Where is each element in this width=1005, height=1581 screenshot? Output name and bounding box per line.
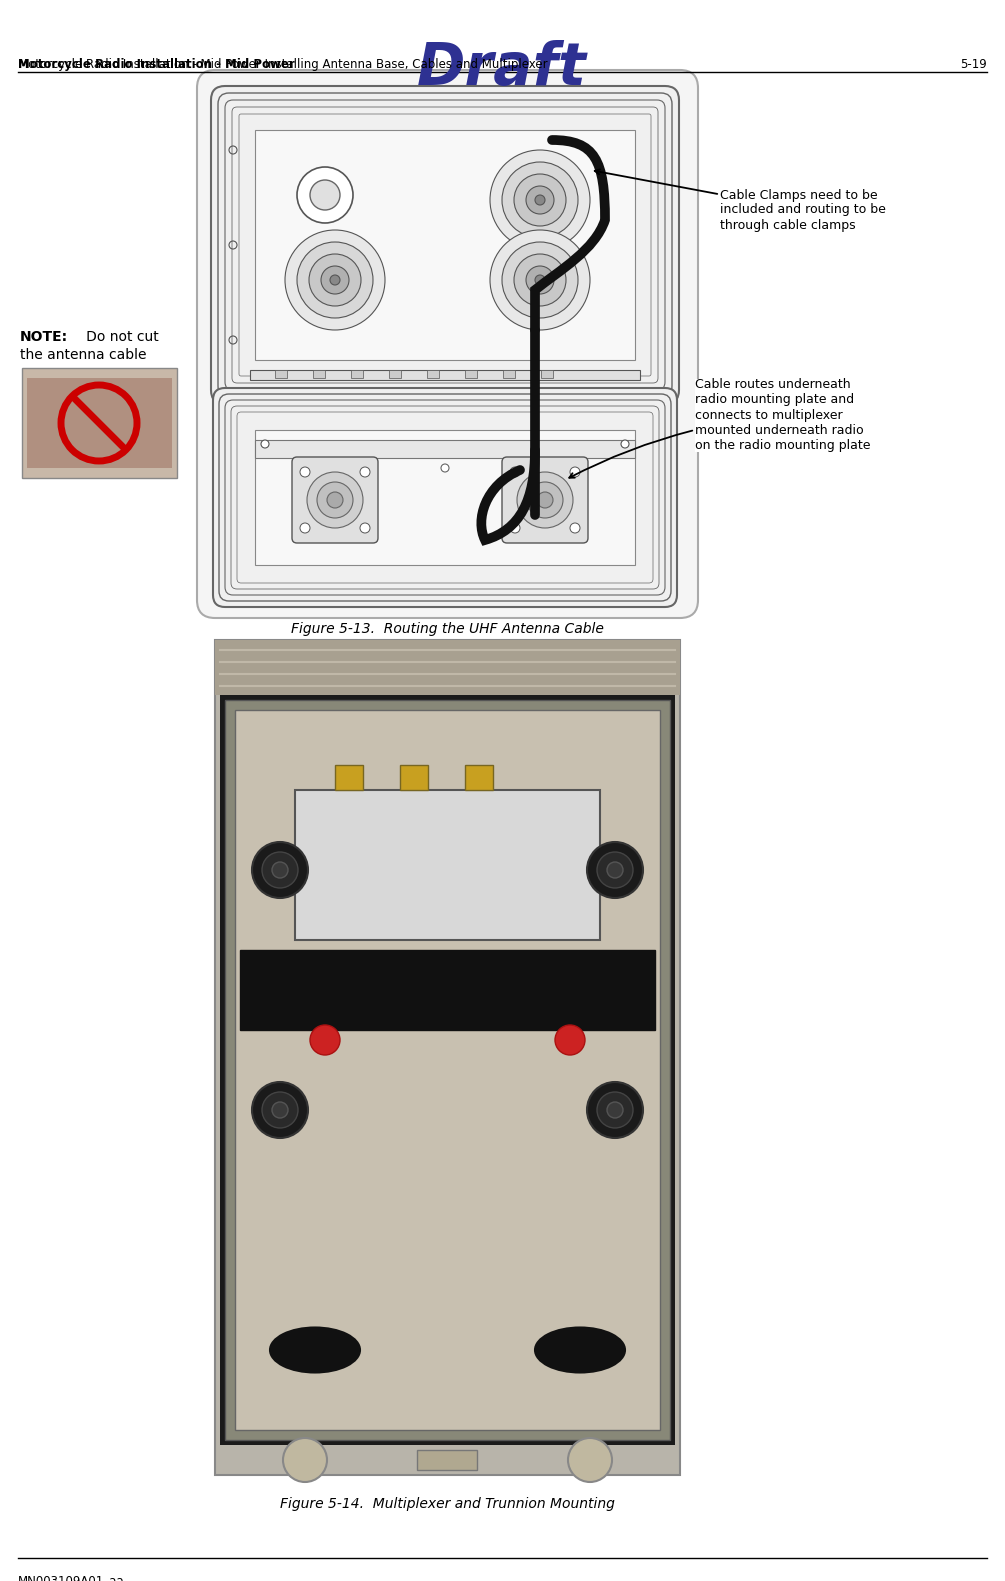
Bar [255,430,635,564]
FancyBboxPatch shape [197,70,698,618]
Circle shape [502,161,578,239]
Circle shape [307,473,363,528]
Bar [465,370,477,378]
Circle shape [607,1102,623,1118]
Text: Figure 5-13.  Routing the UHF Antenna Cable: Figure 5-13. Routing the UHF Antenna Cab… [291,621,604,636]
Circle shape [526,266,554,294]
Bar [335,765,363,790]
Circle shape [330,275,340,285]
Text: Cable routes underneath
radio mounting plate and
connects to multiplexer
mounted: Cable routes underneath radio mounting p… [569,378,870,477]
Ellipse shape [270,1328,360,1372]
Bar [502,370,515,378]
Circle shape [514,174,566,226]
Text: 5-19: 5-19 [960,58,987,71]
Circle shape [297,168,353,223]
Text: Motorcycle Radio Installation - Mid Power: Motorcycle Radio Installation - Mid Powe… [18,58,294,71]
Circle shape [490,229,590,330]
FancyBboxPatch shape [292,457,378,542]
Circle shape [597,852,633,889]
Bar [313,370,325,378]
Bar [27,378,172,468]
Circle shape [555,1024,585,1055]
Circle shape [535,275,545,285]
Circle shape [597,1092,633,1127]
Circle shape [502,242,578,318]
Circle shape [262,852,298,889]
Circle shape [570,523,580,533]
Circle shape [510,523,520,533]
Circle shape [317,482,353,519]
Circle shape [527,482,563,519]
Text: Motorcycle Radio Installation - Mid Power Installing Antenna Base, Cables and Mu: Motorcycle Radio Installation - Mid Powe… [18,58,548,71]
Circle shape [285,229,385,330]
Bar [275,370,287,378]
FancyBboxPatch shape [502,457,588,542]
Bar [389,370,401,378]
Circle shape [310,1024,340,1055]
FancyBboxPatch shape [213,387,677,607]
Bar [400,765,428,790]
Circle shape [607,862,623,877]
Text: Do not cut: Do not cut [73,330,159,345]
Circle shape [309,255,361,307]
Bar [427,370,439,378]
Ellipse shape [535,1328,625,1372]
Circle shape [262,1092,298,1127]
Circle shape [441,463,449,473]
Circle shape [252,1081,308,1138]
Bar [255,130,635,360]
FancyBboxPatch shape [211,85,679,405]
Circle shape [360,466,370,477]
Bar [225,700,670,1440]
Circle shape [321,266,349,294]
Bar [240,950,655,1029]
Text: the antenna cable: the antenna cable [20,348,147,362]
Circle shape [300,523,310,533]
Circle shape [490,150,590,250]
Circle shape [272,862,288,877]
Text: MN003109A01_aa: MN003109A01_aa [18,1575,125,1581]
Bar [235,710,660,1429]
Circle shape [526,187,554,213]
Bar [215,640,680,696]
Circle shape [300,466,310,477]
Bar [295,790,600,941]
Circle shape [283,1439,327,1481]
Circle shape [360,523,370,533]
Bar [417,1450,477,1470]
Circle shape [514,255,566,307]
Circle shape [327,492,343,508]
Circle shape [587,1081,643,1138]
Bar [465,765,493,790]
Circle shape [297,242,373,318]
Circle shape [535,194,545,206]
Bar [250,370,640,379]
Circle shape [568,1439,612,1481]
Circle shape [510,466,520,477]
Circle shape [587,843,643,898]
Bar [22,368,177,477]
Bar [215,640,680,1475]
Circle shape [570,466,580,477]
Circle shape [261,440,269,447]
Text: Figure 5-14.  Multiplexer and Trunnion Mounting: Figure 5-14. Multiplexer and Trunnion Mo… [280,1497,615,1511]
Text: Cable Clamps need to be
included and routing to be
through cable clamps: Cable Clamps need to be included and rou… [595,169,885,231]
Circle shape [537,492,553,508]
Circle shape [272,1102,288,1118]
Circle shape [517,473,573,528]
Circle shape [621,440,629,447]
Bar [255,440,635,458]
Circle shape [252,843,308,898]
Circle shape [310,180,340,210]
Bar [351,370,363,378]
Bar [541,370,553,378]
Bar [220,696,675,1445]
Text: NOTE:: NOTE: [20,330,68,345]
Text: Draft: Draft [417,40,587,96]
